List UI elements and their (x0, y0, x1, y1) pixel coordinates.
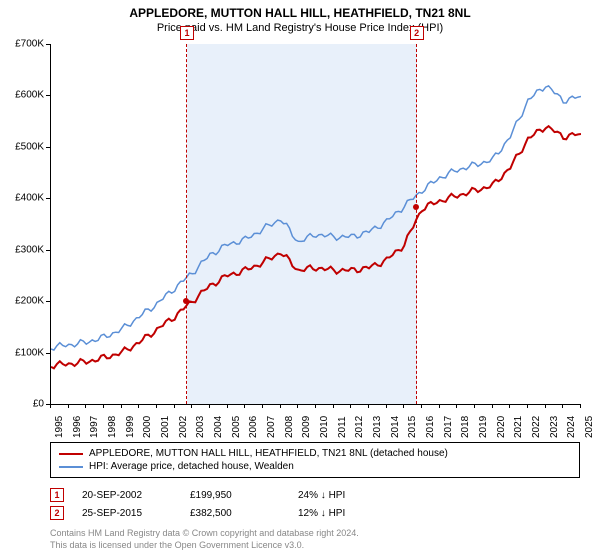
legend-item: APPLEDORE, MUTTON HALL HILL, HEATHFIELD,… (59, 447, 571, 460)
transaction-price: £382,500 (190, 508, 280, 519)
transaction-badge: 2 (50, 506, 64, 520)
transactions-table: 1 20-SEP-2002 £199,950 24% ↓ HPI 2 25-SE… (50, 486, 388, 522)
transaction-price: £199,950 (190, 490, 280, 501)
table-row: 1 20-SEP-2002 £199,950 24% ↓ HPI (50, 486, 388, 504)
transaction-badge: 1 (50, 488, 64, 502)
footer-attribution: Contains HM Land Registry data © Crown c… (50, 528, 359, 551)
legend-swatch (59, 466, 83, 468)
transaction-delta: 24% ↓ HPI (298, 490, 388, 501)
chart-subtitle: Price paid vs. HM Land Registry's House … (0, 20, 600, 38)
transaction-date: 20-SEP-2002 (82, 490, 172, 501)
legend: APPLEDORE, MUTTON HALL HILL, HEATHFIELD,… (50, 442, 580, 478)
legend-label: HPI: Average price, detached house, Weal… (89, 461, 294, 472)
legend-label: APPLEDORE, MUTTON HALL HILL, HEATHFIELD,… (89, 448, 448, 459)
legend-swatch (59, 453, 83, 455)
transaction-date: 25-SEP-2015 (82, 508, 172, 519)
chart-area: £0£100K£200K£300K£400K£500K£600K£700K 19… (50, 44, 580, 404)
legend-item: HPI: Average price, detached house, Weal… (59, 460, 571, 473)
plot-region (50, 44, 581, 405)
table-row: 2 25-SEP-2015 £382,500 12% ↓ HPI (50, 504, 388, 522)
footer-line: This data is licensed under the Open Gov… (50, 540, 359, 552)
chart-title: APPLEDORE, MUTTON HALL HILL, HEATHFIELD,… (0, 0, 600, 20)
transaction-delta: 12% ↓ HPI (298, 508, 388, 519)
plot-svg (51, 44, 581, 404)
footer-line: Contains HM Land Registry data © Crown c… (50, 528, 359, 540)
chart-container: APPLEDORE, MUTTON HALL HILL, HEATHFIELD,… (0, 0, 600, 560)
